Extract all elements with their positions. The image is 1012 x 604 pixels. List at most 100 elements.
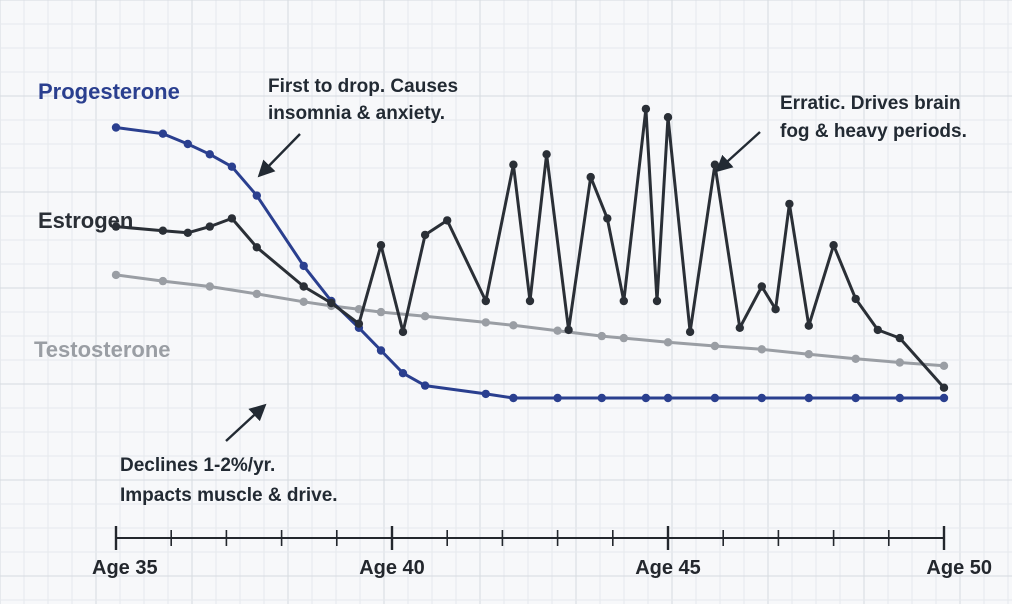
data-point-progesterone (939, 393, 949, 403)
annotation-arrows (225, 131, 761, 442)
data-point-estrogen (398, 327, 408, 337)
data-point-estrogen (603, 214, 612, 223)
data-point-estrogen (851, 294, 860, 304)
x-tick-label: Age 40 (359, 557, 425, 579)
data-point-estrogen (804, 321, 813, 330)
data-point-estrogen (299, 282, 308, 291)
data-point-testosterone (757, 345, 766, 354)
series-line-progesterone (114, 126, 946, 400)
data-point-estrogen (525, 296, 535, 306)
x-axis: Age 35 Age 40 Age 45 Age 50 (92, 526, 992, 579)
x-tick-label: Age 45 (635, 557, 701, 579)
data-point-testosterone (205, 282, 214, 291)
arrow-estrogen (715, 131, 761, 173)
data-point-progesterone (183, 139, 192, 149)
data-point-estrogen (205, 222, 214, 231)
data-point-estrogen (641, 104, 651, 114)
arrow-progesterone (257, 133, 301, 178)
annotation-testosterone-line2: Impacts muscle & drive. (120, 485, 338, 506)
data-point-estrogen (663, 113, 673, 122)
data-point-progesterone (111, 123, 121, 132)
data-point-estrogen (252, 243, 261, 252)
data-point-progesterone (663, 393, 673, 403)
labels-layer: Progesterone Estrogen Testosterone First… (34, 76, 967, 506)
data-point-estrogen (652, 296, 662, 306)
data-point-estrogen (227, 214, 237, 223)
data-point-testosterone (851, 354, 860, 363)
data-point-estrogen (829, 241, 838, 250)
x-tick-label: Age 35 (92, 557, 158, 579)
arrow-testosterone (225, 403, 267, 442)
data-point-progesterone (509, 393, 518, 403)
series-estrogen (111, 104, 949, 392)
annotation-testosterone-line1: Declines 1-2%/yr. (120, 455, 275, 476)
data-point-estrogen (481, 296, 490, 306)
data-point-progesterone (710, 393, 720, 403)
annotation-progesterone-line2: insomnia & anxiety. (268, 103, 445, 124)
data-point-estrogen (542, 150, 551, 159)
data-point-estrogen (735, 323, 744, 332)
data-point-estrogen (158, 226, 168, 235)
data-point-testosterone (619, 333, 628, 343)
data-point-estrogen (443, 216, 452, 225)
series-line-estrogen (114, 107, 946, 390)
data-point-testosterone (481, 318, 490, 327)
data-point-testosterone (299, 297, 308, 306)
data-point-testosterone (895, 358, 904, 367)
data-point-progesterone (420, 381, 430, 390)
data-point-testosterone (376, 307, 386, 317)
annotation-estrogen-line1: Erratic. Drives brain (780, 93, 961, 114)
data-point-estrogen (586, 172, 595, 182)
data-point-estrogen (420, 230, 430, 240)
data-point-progesterone (376, 346, 386, 355)
series-progesterone (111, 123, 949, 403)
data-point-estrogen (685, 327, 695, 337)
data-point-estrogen (376, 241, 386, 250)
data-point-estrogen (327, 298, 336, 308)
data-point-progesterone (641, 393, 651, 403)
data-point-progesterone (205, 150, 214, 159)
data-point-testosterone (597, 331, 606, 341)
data-point-testosterone (509, 321, 518, 330)
data-point-estrogen (183, 228, 192, 237)
data-point-progesterone (398, 369, 408, 378)
data-point-estrogen (509, 160, 518, 169)
data-point-progesterone (597, 393, 606, 403)
data-point-estrogen (710, 160, 720, 169)
series-label-progesterone: Progesterone (38, 79, 180, 104)
data-point-testosterone (663, 338, 673, 347)
data-point-progesterone (299, 261, 308, 271)
data-point-estrogen (757, 282, 766, 291)
data-point-testosterone (111, 270, 121, 280)
data-point-testosterone (252, 289, 261, 299)
data-point-testosterone (939, 361, 949, 370)
x-tick-label: Age 50 (926, 557, 992, 579)
data-point-testosterone (553, 326, 562, 335)
data-point-testosterone (420, 312, 430, 321)
data-point-estrogen (619, 296, 628, 306)
data-point-estrogen (111, 222, 121, 231)
data-point-estrogen (771, 305, 780, 314)
data-point-estrogen (939, 383, 949, 392)
data-point-testosterone (158, 276, 168, 286)
data-point-testosterone (710, 341, 720, 351)
data-point-progesterone (252, 191, 261, 200)
annotation-progesterone-line1: First to drop. Causes (268, 76, 458, 97)
data-point-progesterone (757, 393, 766, 403)
data-point-progesterone (895, 393, 904, 403)
series-label-testosterone: Testosterone (34, 337, 171, 362)
data-point-estrogen (895, 333, 904, 343)
series-testosterone (111, 270, 949, 370)
data-point-progesterone (553, 393, 562, 403)
data-point-testosterone (804, 350, 813, 359)
data-point-progesterone (227, 162, 237, 171)
data-point-estrogen (354, 319, 364, 328)
data-point-progesterone (851, 393, 860, 403)
annotation-estrogen-line2: fog & heavy periods. (780, 121, 967, 142)
data-point-estrogen (564, 325, 573, 335)
data-point-progesterone (481, 389, 490, 399)
data-point-progesterone (158, 129, 168, 138)
data-point-progesterone (804, 393, 813, 403)
data-point-estrogen (785, 199, 794, 209)
